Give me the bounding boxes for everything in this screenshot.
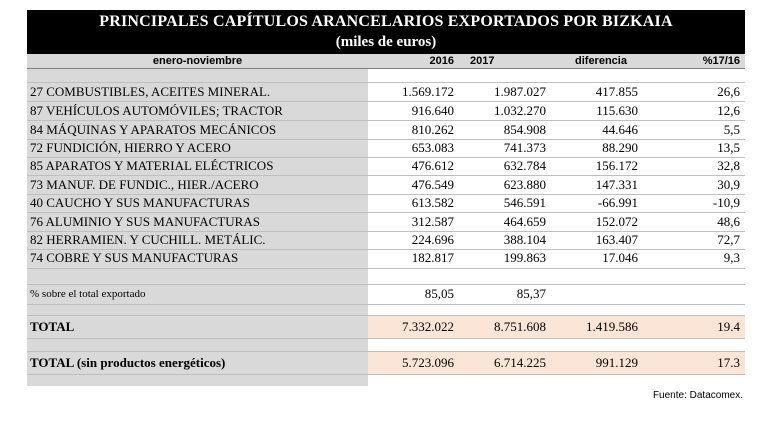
row-diff: 163.407 (595, 232, 638, 247)
row-label: 76 ALUMINIO Y SUS MANUFACTURAS (30, 214, 260, 229)
row-diff: 152.072 (595, 214, 638, 229)
total-2017: 8.751.608 (494, 319, 546, 334)
row-2016: 312.587 (411, 214, 454, 229)
total-non-energy-pct: 17.3 (717, 355, 740, 370)
row-label: 72 FUNDICIÓN, HIERRO Y ACERO (30, 140, 231, 155)
row-2017: 546.591 (503, 195, 546, 210)
row-label: 84 MÁQUINAS Y APARATOS MECÁNICOS (30, 122, 277, 137)
row-2016: 182.817 (411, 250, 454, 265)
title-line-2: (miles de euros) (335, 34, 437, 50)
row-2017: 632.784 (503, 158, 546, 173)
header-period: enero-noviembre (152, 55, 243, 67)
row-label: 87 VEHÍCULOS AUTOMÓVILES; TRACTOR (30, 103, 283, 118)
row-divider (27, 231, 745, 232)
row-2016: 613.582 (411, 195, 454, 210)
row-divider (27, 194, 745, 195)
row-2016: 224.696 (411, 232, 454, 247)
row-label: 74 COBRE Y SUS MANUFACTURAS (30, 250, 239, 265)
row-label: 73 MANUF. DE FUNDIC., HIER./ACERO (30, 177, 259, 192)
row-pct: 26,6 (717, 84, 740, 99)
row-divider (27, 249, 745, 250)
row-divider (27, 212, 745, 213)
row-2017: 388.104 (503, 232, 546, 247)
row-2016: 1.569.172 (402, 84, 454, 99)
row-diff: 147.331 (595, 177, 638, 192)
header-row-shading (368, 54, 745, 68)
share-label: % sobre el total exportado (30, 288, 146, 300)
row-diff: -66.991 (597, 195, 638, 210)
total-pct: 19.4 (717, 319, 740, 334)
row-divider (27, 268, 745, 269)
row-label: 82 HERRAMIEN. Y CUCHILL. METÁLIC. (30, 232, 266, 247)
label-column-shading (27, 54, 368, 386)
header-underline (27, 68, 745, 69)
total-non-energy-diff: 991.129 (595, 355, 638, 370)
row-divider (27, 120, 745, 121)
share-2016: 85,05 (424, 286, 454, 301)
row-diff: 88.290 (602, 140, 638, 155)
row-pct: 12,6 (717, 103, 740, 118)
header-2016: 2016 (429, 55, 454, 67)
total-non-energy-label: TOTAL (sin productos energéticos) (30, 355, 226, 370)
header-2017: 2017 (470, 55, 495, 67)
row-label: 40 CAUCHO Y SUS MANUFACTURAS (30, 195, 250, 210)
header-difference: diferencia (575, 55, 627, 67)
row-pct: 72,7 (717, 232, 740, 247)
row-2017: 464.659 (503, 214, 546, 229)
row-divider (27, 315, 745, 316)
row-divider (27, 284, 745, 285)
total-non-energy-2016: 5.723.096 (402, 355, 454, 370)
row-divider (27, 304, 745, 305)
row-2017: 1.032.270 (494, 103, 546, 118)
total-label: TOTAL (30, 319, 75, 334)
row-2016: 476.612 (411, 158, 454, 173)
total-2016: 7.332.022 (402, 319, 454, 334)
row-2016: 916.640 (411, 103, 454, 118)
row-pct: 48,6 (717, 214, 740, 229)
row-2017: 199.863 (503, 250, 546, 265)
row-divider (27, 374, 745, 375)
row-pct: 30,9 (717, 177, 740, 192)
row-pct: 32,8 (717, 158, 740, 173)
row-divider (27, 101, 745, 102)
title-line-1: PRINCIPALES CAPÍTULOS ARANCELARIOS EXPOR… (99, 13, 673, 30)
row-2017: 623.880 (503, 177, 546, 192)
total-diff: 1.419.586 (586, 319, 638, 334)
row-divider (27, 338, 745, 339)
source-note: Fuente: Datacomex. (652, 390, 743, 401)
row-divider (27, 175, 745, 176)
row-2016: 476.549 (411, 177, 454, 192)
row-divider (27, 157, 745, 158)
row-diff: 156.172 (595, 158, 638, 173)
row-diff: 44.646 (602, 122, 638, 137)
row-2016: 810.262 (411, 122, 454, 137)
row-pct: 13,5 (717, 140, 740, 155)
row-label: 27 COMBUSTIBLES, ACEITES MINERAL. (30, 84, 271, 99)
share-2017: 85,37 (516, 286, 546, 301)
total-row-highlight (368, 316, 745, 338)
row-divider (27, 351, 745, 352)
row-label: 85 APARATOS Y MATERIAL ELÉCTRICOS (30, 158, 274, 173)
row-2017: 854.908 (503, 122, 546, 137)
row-pct: -10,9 (712, 195, 740, 210)
row-diff: 17.046 (602, 250, 638, 265)
row-divider (27, 82, 745, 83)
table-title: PRINCIPALES CAPÍTULOS ARANCELARIOS EXPOR… (27, 10, 745, 54)
row-2016: 653.083 (411, 140, 454, 155)
row-divider (27, 139, 745, 140)
row-diff: 417.855 (595, 84, 638, 99)
row-pct: 5,5 (723, 122, 740, 137)
row-2017: 741.373 (503, 140, 546, 155)
total-non-energy-2017: 6.714.225 (494, 355, 546, 370)
total-non-energy-highlight (368, 352, 745, 374)
row-2017: 1.987.027 (494, 84, 546, 99)
row-diff: 115.630 (596, 103, 638, 118)
row-pct: 9,3 (723, 250, 740, 265)
header-percent-change: %17/16 (702, 55, 740, 67)
